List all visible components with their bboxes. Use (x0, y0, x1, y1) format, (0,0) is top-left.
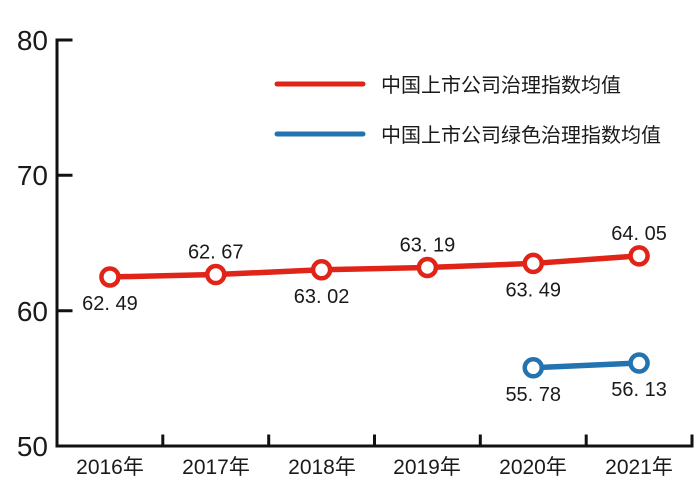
data-point-label: 55. 78 (505, 384, 561, 406)
data-point-marker (522, 357, 544, 379)
data-point-label: 63. 02 (294, 286, 350, 308)
x-tick-label-2018: 2018年 (288, 456, 356, 479)
data-point-label: 62. 67 (188, 242, 244, 264)
x-tick-label-2017: 2017年 (182, 456, 250, 479)
data-point-label: 56. 13 (611, 379, 667, 401)
y-axis-ticks (55, 38, 73, 313)
y-tick-label-80: 80 (17, 25, 48, 56)
x-tick-label-2019: 2019年 (393, 456, 461, 479)
data-point-label: 64. 05 (611, 223, 667, 245)
x-tick-label-2016: 2016年 (76, 456, 144, 479)
legend-label-green-governance-index: 中国上市公司绿色治理指数均值 (381, 124, 661, 147)
x-tick-label-2020: 2020年 (499, 456, 567, 479)
data-point-marker (205, 263, 227, 286)
legend-label-governance-index: 中国上市公司治理指数均值 (381, 74, 621, 97)
data-point-marker (522, 252, 544, 275)
data-point-marker (310, 259, 333, 281)
data-point-label: 63. 19 (400, 234, 456, 256)
y-tick-label-60: 60 (17, 296, 48, 327)
y-tick-label-70: 70 (17, 160, 48, 191)
axis-lines (55, 40, 692, 448)
plot-layer: 62. 49 62. 67 63. 02 63. 19 63. 49 64. 05 55. … (82, 223, 667, 406)
y-tick-label-50: 50 (17, 431, 48, 462)
data-point-marker (416, 256, 439, 279)
data-point-marker (628, 245, 650, 267)
series-line-0 (107, 253, 642, 280)
legend: 中国上市公司治理指数均值 中国上市公司绿色治理指数均值 (274, 74, 661, 147)
data-point-marker (99, 266, 121, 288)
x-tick-label-2021: 2021年 (605, 456, 673, 479)
series-line-1 (530, 360, 642, 371)
data-point-marker (628, 352, 650, 374)
x-axis-ticks (161, 434, 694, 448)
data-point-label: 63. 49 (505, 279, 561, 301)
data-point-label: 62. 49 (82, 293, 138, 315)
